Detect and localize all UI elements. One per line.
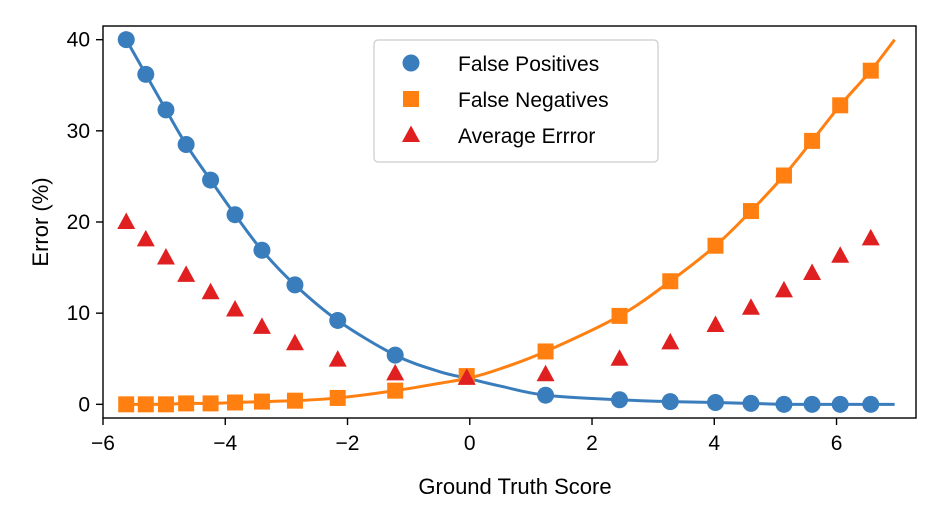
average-errror-point [117,212,136,229]
x-tick-label: 2 [586,432,598,455]
x-tick-label: −6 [91,432,115,455]
false-negatives-point [387,382,404,399]
average-errror-point [177,265,196,282]
false-positives-point [329,311,347,329]
average-errror-point [661,332,680,350]
x-tick-label: 6 [831,432,843,455]
false-negatives-point [537,343,554,360]
average-errror-point [831,246,850,263]
false-positives-point [742,394,760,412]
false-negatives-point [286,392,303,409]
false-positives-point [286,276,304,294]
false-positives-point [707,394,725,412]
false-negatives-point [611,307,628,324]
average-errror-point [861,228,880,246]
average-errror-point [386,363,405,381]
false-negatives-point [178,395,195,412]
legend-false-negatives-icon [403,91,419,107]
legend-false-negatives-label: False Negatives [458,89,609,112]
y-tick-label: 40 [67,29,90,52]
false-positives-point [202,171,220,189]
false-positives-point [157,101,175,119]
y-tick-label: 20 [67,211,90,234]
false-negatives-point [157,396,174,413]
false-negatives-point [804,132,821,149]
x-tick-label: −4 [213,432,237,455]
legend-false-positives-label: False Positives [458,53,599,76]
false-negatives-point [202,395,219,412]
legend: False Positives False Negatives Average Er… [373,39,659,163]
average-errror-point [774,280,793,298]
x-axis-ticks: −6 −4 −2 0 2 4 6 [91,418,842,455]
false-negatives-point [862,62,879,79]
false-negatives-point [775,167,792,184]
legend-false-positives-icon [402,54,420,72]
legend-average-errror-label: Average Errror [458,125,595,148]
y-tick-label: 10 [67,302,90,325]
average-errror-point [803,263,822,281]
x-axis-title: Ground Truth Score [418,474,611,499]
false-positives-point [775,395,793,413]
average-errror-point [610,349,629,366]
x-tick-label: −2 [336,432,360,455]
y-tick-label: 30 [67,120,90,143]
data-markers [117,31,880,413]
false-positives-point [117,31,135,49]
average-errror-point [457,368,476,385]
false-positives-point [611,391,629,409]
x-tick-label: 0 [464,432,476,455]
legend-box [373,39,659,163]
average-errror-point [156,248,175,265]
average-errror-point [226,300,245,317]
false-positives-point [537,386,555,404]
average-errror-point [741,298,760,315]
false-negatives-point [707,237,724,254]
average-errror-point [285,333,304,351]
false-negatives-point [662,273,679,290]
average-errror-point [328,350,347,367]
average-errror-point [136,229,155,247]
x-tick-label: 4 [708,432,720,455]
false-negatives-point [742,203,759,220]
false-positives-point [661,393,679,411]
false-positives-point [226,206,244,224]
average-errror-point [252,317,271,334]
y-axis-title: Error (%) [28,177,53,266]
average-errror-point [536,364,555,382]
false-positives-point [862,395,880,413]
average-errror-point [706,315,725,333]
false-positives-point [177,136,195,154]
false-negatives-point [118,396,135,413]
false-negatives-point [227,394,244,411]
false-negatives-point [253,393,270,410]
false-negatives-point [137,396,154,413]
y-tick-label: 0 [78,393,90,416]
false-positives-point [803,395,821,413]
false-positives-point [137,65,155,83]
false-negatives-point [329,389,346,406]
y-axis-ticks: 0 10 20 30 40 [67,29,103,416]
false-positives-point [253,241,271,259]
average-errror-point [201,282,220,300]
false-positives-point [386,346,404,364]
false-positives-point [831,395,849,413]
false-negatives-point [832,97,849,114]
legend-average-errror-icon [402,125,420,142]
